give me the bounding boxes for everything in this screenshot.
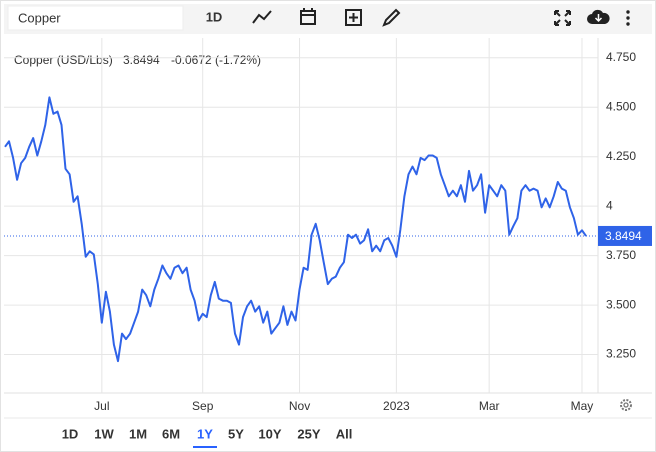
last-price: 3.8494	[123, 53, 160, 67]
draw-icon[interactable]	[382, 8, 401, 27]
y-tick-label: 4.750	[606, 50, 636, 64]
y-tick-label: 4.250	[606, 149, 636, 163]
search-text: Copper	[18, 10, 61, 25]
chart-title: Copper (USD/Lbs)	[14, 53, 113, 67]
range-button[interactable]: 6M	[162, 426, 180, 441]
add-icon[interactable]	[345, 9, 362, 26]
calendar-icon[interactable]	[300, 8, 316, 25]
x-tick-label: Nov	[289, 399, 310, 413]
price-tag	[598, 225, 652, 246]
x-tick-label: May	[571, 399, 594, 413]
range-button[interactable]: 1Y	[197, 426, 213, 441]
interval[interactable]: 1D	[206, 9, 223, 24]
y-tick-label: 3.250	[606, 347, 636, 361]
y-tick-label: 4.500	[606, 99, 636, 113]
y-tick-label: 4	[606, 198, 613, 212]
range-button[interactable]: 1D	[62, 426, 79, 441]
x-tick-label: Mar	[479, 399, 500, 413]
x-tick-label: 2023	[383, 399, 410, 413]
range-button[interactable]: 5Y	[228, 426, 244, 441]
y-tick-label: 3.750	[606, 248, 636, 262]
range-button[interactable]: 1W	[94, 426, 114, 441]
range-button[interactable]: 25Y	[297, 426, 320, 441]
menu-icon[interactable]	[626, 10, 630, 26]
line-icon[interactable]	[252, 10, 272, 24]
range-button[interactable]: 1M	[129, 426, 147, 441]
range-button[interactable]: All	[336, 426, 353, 441]
x-tick-label: Jul	[94, 399, 109, 413]
search-box[interactable]	[7, 5, 184, 31]
price-change: -0.0672 (-1.72%)	[171, 53, 261, 67]
x-tick-label: Sep	[192, 399, 214, 413]
fullscreen-icon[interactable]	[554, 10, 571, 26]
y-tick-label: 3.500	[606, 297, 636, 311]
range-button[interactable]: 10Y	[258, 426, 281, 441]
download-icon[interactable]	[587, 9, 610, 24]
price-tag-label: 3.8494	[605, 229, 642, 243]
settings-icon[interactable]	[620, 399, 632, 411]
price-line	[4, 96, 587, 363]
